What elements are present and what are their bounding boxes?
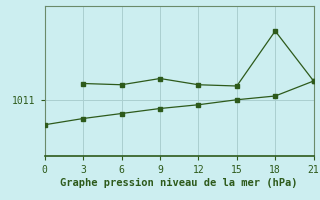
X-axis label: Graphe pression niveau de la mer (hPa): Graphe pression niveau de la mer (hPa) — [60, 178, 298, 188]
